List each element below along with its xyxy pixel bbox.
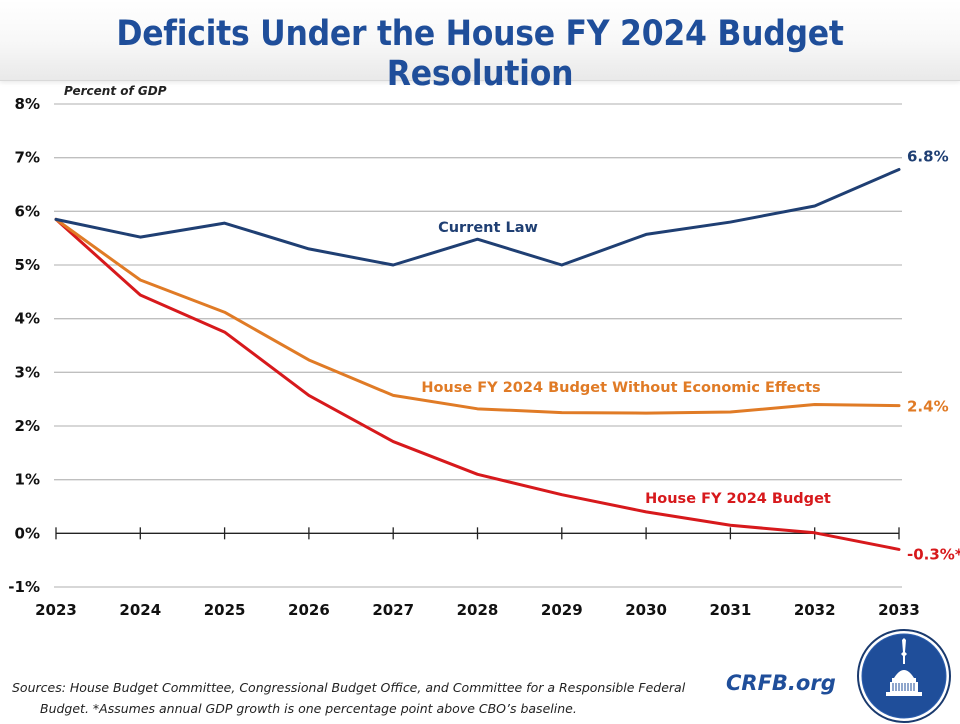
- x-tick-label: 2025: [204, 601, 246, 619]
- series-end-value-label: 2.4%: [907, 398, 949, 416]
- x-tick-label: 2033: [878, 601, 920, 619]
- series-labels: Current Law 6.8% House FY 2024 Budget With…: [421, 147, 960, 563]
- series-line-house-fy-2024-budget-without-economic-effects: [54, 217, 901, 415]
- series-end-value-label: 6.8%: [907, 147, 949, 165]
- y-tick-label: 7%: [15, 149, 40, 167]
- gridlines: [54, 103, 902, 588]
- series-line-house-fy-2024-budget: [54, 217, 901, 551]
- source-line-2: Budget. *Assumes annual GDP growth is on…: [40, 701, 577, 716]
- x-tick-label: 2028: [457, 601, 499, 619]
- y-tick-label: 8%: [15, 95, 40, 113]
- y-tick-label: 2%: [15, 417, 40, 435]
- series-name-label: House FY 2024 Budget Without Economic Ef…: [421, 380, 820, 396]
- header-banner: Deficits Under the House FY 2024 Budget …: [0, 0, 960, 94]
- y-tick-label: 5%: [15, 256, 40, 274]
- brand-link[interactable]: CRFB.org: [726, 671, 836, 695]
- y-tick-label: 3%: [15, 363, 40, 381]
- series-lines: [54, 167, 901, 551]
- series-name-label: House FY 2024 Budget: [645, 491, 831, 507]
- x-tick-label: 2029: [541, 601, 583, 619]
- source-note: Sources: House Budget Committee, Congres…: [12, 677, 712, 719]
- y-tick-label: 0%: [15, 524, 40, 542]
- source-line-1: Sources: House Budget Committee, Congres…: [12, 680, 686, 695]
- series-end-value-label: -0.3%*: [907, 545, 960, 563]
- x-tick-label: 2032: [794, 601, 836, 619]
- x-axis-tick-labels: 2023 2024 2025 2026 2027 2028 2029 2030 2031 2032…: [35, 601, 920, 619]
- y-axis-tick-labels: -1% 0% 1% 2% 3% 4% 5% 6% 7% 8%: [8, 95, 40, 596]
- y-axis-unit-label: Percent of GDP: [64, 84, 167, 98]
- x-tick-label: 2027: [372, 601, 414, 619]
- y-tick-label: -1%: [8, 578, 40, 596]
- x-tick-label: 2026: [288, 601, 330, 619]
- series-line-current-law: [54, 167, 901, 267]
- x-tick-label: 2031: [710, 601, 752, 619]
- y-tick-label: 4%: [15, 310, 40, 328]
- x-tick-label: 2023: [35, 601, 77, 619]
- y-tick-label: 6%: [15, 202, 40, 220]
- y-tick-label: 1%: [15, 471, 40, 489]
- x-tick-label: 2030: [625, 601, 667, 619]
- capitol-dome-seal-icon: [857, 629, 951, 723]
- chart-title: Deficits Under the House FY 2024 Budget …: [116, 14, 844, 94]
- x-tick-label: 2024: [119, 601, 161, 619]
- series-name-label: Current Law: [438, 220, 538, 236]
